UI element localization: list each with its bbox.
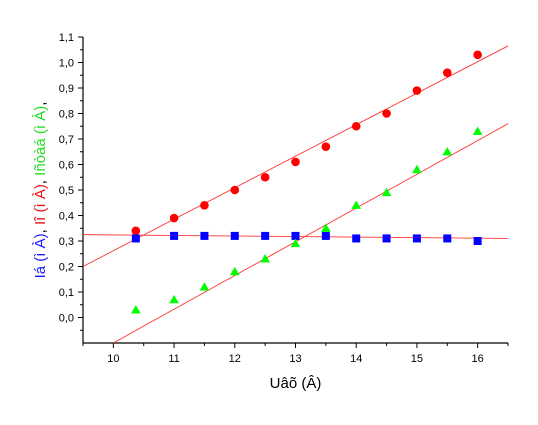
y-axis-title-part: Iá (ì À): [32, 233, 49, 278]
y-tick-label: 0,3: [59, 236, 74, 248]
y-ticks: 0,0 0,1 0,2 0,3 0,4 0,5 0,6 0,7 0,8 0,9 1,0 1,1: [59, 32, 83, 331]
y-axis-title-part: Iî (ì À): [32, 184, 49, 225]
data-point-triangle: [290, 238, 301, 248]
data-point-square: [473, 237, 482, 245]
data-point-triangle: [321, 223, 331, 232]
data-point-circle: [260, 172, 270, 182]
x-tick-label: 10: [107, 353, 119, 365]
y-tick-label: 0,5: [59, 185, 74, 197]
data-point-triangle: [472, 126, 483, 135]
x-tick-label: 11: [168, 353, 179, 365]
y-tick-label: 0,9: [59, 83, 74, 95]
y-tick-label: 1,1: [59, 32, 74, 44]
data-point-circle: [321, 142, 331, 151]
data-point-square: [230, 231, 239, 240]
data-point-square: [291, 231, 300, 240]
fit-lines: [82, 45, 509, 344]
data-markers: [131, 50, 483, 314]
data-point-triangle: [260, 254, 270, 263]
y-tick-label: 1,0: [59, 58, 74, 70]
x-ticks: 10 11 12 13 14 15 16: [82, 343, 509, 365]
data-point-triangle: [381, 187, 392, 197]
data-point-circle: [131, 226, 141, 236]
data-point-square: [412, 234, 421, 243]
fit-line: [113, 123, 509, 344]
data-point-triangle: [351, 200, 362, 209]
y-tick-label: 0,7: [59, 134, 74, 146]
x-tick-label: 13: [289, 353, 301, 365]
plot-area: 10 11 12 13 14 15 16 0,00,10,20,30,40,50,60,70…: [59, 32, 509, 365]
data-point-square: [321, 231, 330, 240]
data-point-square: [200, 231, 209, 240]
x-tick-label: 15: [411, 353, 423, 365]
y-axis-title-part: ,: [32, 176, 49, 184]
data-point-circle: [473, 50, 482, 60]
y-axis-title-part: ,: [32, 225, 49, 233]
y-tick-label: 0,1: [59, 287, 74, 299]
data-point-square: [131, 234, 140, 243]
y-axis-title: Iá (ì À), Iî (ì À), Iñòàá (ì À),: [32, 102, 49, 279]
data-point-triangle: [199, 282, 210, 291]
data-point-circle: [382, 109, 391, 118]
y-tick-label: 0,2: [59, 262, 74, 274]
data-point-square: [352, 234, 361, 243]
y-tick-label: 0,0: [59, 313, 74, 325]
data-point-square: [443, 234, 452, 243]
data-point-circle: [412, 86, 422, 95]
y-axis-title-part: ,: [32, 102, 49, 106]
x-tick-label: 16: [472, 353, 484, 365]
y-tick-label: 0,4: [59, 211, 74, 223]
data-point-triangle: [442, 146, 453, 156]
data-point-square: [170, 231, 179, 240]
data-point-circle: [230, 185, 240, 195]
y-tick-label: 0,6: [59, 160, 74, 172]
data-point-triangle: [169, 294, 179, 304]
data-point-circle: [442, 68, 452, 77]
x-tick-label: 14: [350, 353, 362, 365]
data-point-circle: [169, 213, 179, 223]
fit-line: [82, 45, 509, 267]
data-point-circle: [351, 121, 361, 131]
y-axis-title-part: Iñòàá (ì À): [32, 106, 49, 176]
y-tick-label: 0,8: [59, 109, 74, 121]
data-point-square: [382, 234, 391, 243]
data-point-circle: [200, 201, 209, 210]
data-point-circle: [291, 157, 300, 167]
data-point-triangle: [131, 305, 141, 314]
x-tick-label: 12: [229, 353, 241, 365]
x-axis-title: Uâõ (Â): [270, 375, 322, 392]
data-point-triangle: [412, 164, 422, 174]
data-point-triangle: [229, 266, 240, 276]
data-point-square: [261, 231, 270, 240]
